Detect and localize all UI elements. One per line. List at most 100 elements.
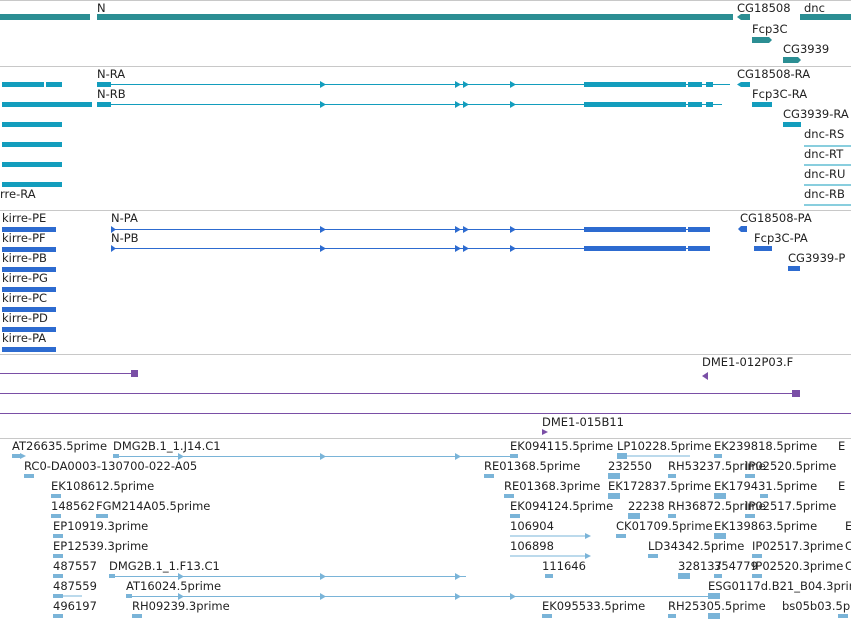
protein-kirre-PE[interactable] — [2, 227, 56, 232]
protein-kirre-PF[interactable] — [2, 247, 56, 252]
est-EK094115[interactable] — [510, 454, 518, 458]
protein-label: N-PB — [111, 231, 139, 245]
est-DMG2B-F13[interactable] — [109, 573, 466, 580]
est-RH53237[interactable] — [668, 474, 676, 478]
est-487559[interactable] — [53, 594, 82, 598]
est-label: LP10228.5prime — [617, 439, 712, 453]
est-FGM214A05[interactable] — [96, 514, 108, 518]
transcript-kirre-3[interactable] — [2, 122, 62, 127]
est-111646[interactable] — [545, 574, 553, 578]
est-487557[interactable] — [53, 574, 63, 578]
protein-CG3939-P[interactable] — [788, 266, 800, 271]
est-EK239818[interactable] — [714, 454, 722, 458]
transcript-kirre-2[interactable] — [2, 102, 92, 107]
protein-kirre-PA[interactable] — [2, 347, 56, 352]
protein-N-PA[interactable] — [111, 226, 710, 233]
transcript-N-RA[interactable] — [97, 81, 730, 88]
est-RH09239[interactable] — [132, 614, 142, 618]
transcript-rre-RA[interactable] — [2, 182, 62, 187]
gene-N[interactable] — [97, 14, 733, 20]
est-LP10228[interactable] — [617, 453, 690, 459]
est-label: IP02517.5prime — [745, 499, 837, 513]
transcript-CG3939-RA[interactable] — [783, 122, 801, 127]
protein-N-PB[interactable] — [111, 245, 710, 252]
est-label: EP10919.3prime — [53, 519, 149, 533]
transcript-Fcp3C-RA[interactable] — [752, 102, 772, 107]
est-EP10919[interactable] — [53, 534, 63, 538]
est-RE01368-5[interactable] — [484, 474, 494, 478]
est-IP02517-5[interactable] — [745, 514, 755, 518]
est-IP02517-3[interactable] — [752, 554, 762, 558]
est-IP02520-5[interactable] — [745, 474, 755, 478]
est-label: 111646 — [542, 559, 586, 573]
est-label: 106898 — [510, 539, 554, 553]
est-232550[interactable] — [608, 473, 620, 479]
protein-Fcp3C-PA[interactable] — [754, 246, 772, 251]
est-RE01368-3[interactable] — [504, 494, 514, 498]
est-EK094124[interactable] — [510, 514, 520, 518]
gene-Fcp3C[interactable] — [752, 37, 772, 43]
est-22238[interactable] — [628, 513, 640, 519]
clone-long[interactable] — [0, 390, 800, 397]
est-EK172837[interactable] — [608, 493, 620, 499]
est-RC0[interactable] — [24, 474, 34, 478]
est-label: EK179431.5prime — [714, 479, 818, 493]
est-label: 487557 — [53, 559, 97, 573]
est-EK108612[interactable] — [51, 494, 61, 498]
est-LD34342[interactable] — [648, 554, 658, 558]
est-496197[interactable] — [53, 614, 63, 618]
est-label: RH09239.3prime — [132, 599, 230, 613]
protein-kirre-PG[interactable] — [2, 287, 56, 292]
est-EK095533[interactable] — [542, 614, 552, 618]
est-CK01709[interactable] — [616, 534, 626, 538]
protein-label: kirre-PC — [2, 291, 48, 305]
transcript-label: dnc-RU — [804, 167, 846, 181]
est-106904[interactable] — [510, 533, 591, 539]
est-AT26635[interactable] — [12, 453, 26, 459]
protein-glyphs — [2, 226, 800, 352]
est-label: RE01368.5prime — [484, 459, 581, 473]
transcript-label: N-RA — [97, 67, 126, 81]
est-ESG0117d[interactable] — [708, 593, 720, 599]
transcript-glyphs — [2, 81, 851, 206]
est-IP02520-3[interactable] — [752, 574, 762, 578]
protein-kirre-PD[interactable] — [2, 327, 56, 332]
transcript-kirre-4[interactable] — [2, 142, 62, 147]
protein-CG18508-PA[interactable] — [738, 226, 747, 232]
est-328137[interactable] — [678, 573, 690, 579]
est-AT16024[interactable] — [126, 593, 720, 600]
protein-kirre-PB[interactable] — [2, 267, 56, 272]
gene-dnc[interactable] — [800, 14, 851, 20]
gene-left[interactable] — [0, 14, 90, 20]
est-EP12539[interactable] — [53, 554, 63, 558]
protein-kirre-PC[interactable] — [2, 307, 56, 312]
clone-left[interactable] — [0, 370, 138, 377]
est-RH25305[interactable] — [668, 613, 720, 619]
est-label: 148562 — [51, 499, 95, 513]
protein-label: kirre-PE — [2, 211, 47, 225]
est-106898[interactable] — [510, 553, 591, 559]
est-bs05b03[interactable] — [838, 614, 848, 618]
transcript-label: dnc-RS — [804, 127, 845, 141]
est-label: RH25305.5prime — [668, 599, 766, 613]
track-separator — [0, 438, 851, 439]
clone-DME1-015B11[interactable] — [0, 413, 851, 436]
est-label: LD34342.5prime — [648, 539, 745, 553]
transcript-kirre-1[interactable] — [2, 82, 62, 87]
transcript-CG18508-RA[interactable] — [737, 82, 750, 87]
est-DMG2B-J14[interactable] — [113, 453, 512, 460]
est-EK139863[interactable] — [714, 533, 726, 539]
gene-CG18508[interactable] — [737, 14, 750, 20]
track-separator — [0, 354, 851, 355]
est-354779[interactable] — [714, 574, 722, 578]
transcript-kirre-5[interactable] — [2, 162, 62, 167]
est-label: AT26635.5prime — [12, 439, 108, 453]
est-EK179431[interactable] — [714, 493, 768, 499]
gene-CG3939[interactable] — [783, 57, 801, 63]
est-label: EK095533.5prime — [542, 599, 646, 613]
est-RH36872[interactable] — [668, 514, 676, 518]
transcript-N-RB[interactable] — [97, 101, 722, 108]
clone-DME1-012P03.F[interactable] — [702, 372, 708, 380]
est-148562[interactable] — [51, 514, 61, 518]
est-label: RH53237.5prime — [668, 459, 766, 473]
